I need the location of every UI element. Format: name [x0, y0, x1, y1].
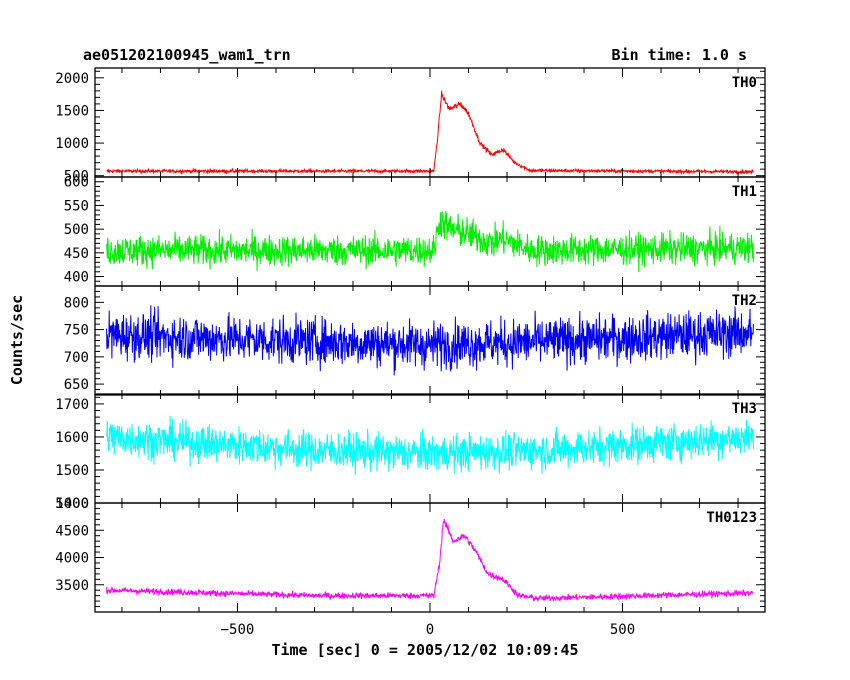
- y-tick-label: 1600: [55, 430, 89, 446]
- series-line-th3: [106, 415, 754, 476]
- y-tick-label: 1500: [55, 103, 89, 119]
- panel-frame: [94, 176, 766, 287]
- y-tick-label: 500: [64, 222, 89, 238]
- panel-label-th0123: TH0123: [706, 510, 757, 526]
- bin-time-label: Bin time: 1.0 s: [612, 46, 747, 64]
- panel-th2: 650 700 750 800 TH2: [64, 285, 766, 396]
- y-tick-label: 1700: [55, 397, 89, 413]
- y-tick-label: 3500: [55, 578, 89, 594]
- x-axis-label: Time [sec] 0 = 2005/12/02 10:09:45: [271, 641, 578, 659]
- panel-th0123: 3500 4000 4500 5000 TH0123: [55, 496, 766, 613]
- y-tick-label: 750: [64, 323, 89, 339]
- x-tick-label: 0: [426, 622, 434, 638]
- x-tick-label: −500: [221, 622, 255, 638]
- y-axis-label: Counts/sec: [8, 295, 26, 385]
- x-tick-labels: −500 0 500: [221, 622, 636, 638]
- panel-label-th0: TH0: [732, 75, 757, 91]
- series-line-th0: [106, 90, 754, 175]
- panel-label-th3: TH3: [732, 401, 757, 417]
- chart-title: ae051202100945_wam1_trn: [83, 46, 291, 64]
- panel-th0: 500 1000 1500 2000 TH0: [55, 67, 766, 185]
- x-tick-label: 500: [610, 622, 635, 638]
- y-tick-label: 600: [64, 175, 89, 191]
- y-tick-label: 2000: [55, 71, 89, 87]
- y-tick-label: 650: [64, 377, 89, 393]
- y-tick-label: 4500: [55, 523, 89, 539]
- series-line-th2: [106, 305, 754, 376]
- panel-label-th1: TH1: [732, 184, 757, 200]
- y-tick-label: 1400: [55, 496, 89, 512]
- panel-frame: [94, 67, 766, 178]
- y-tick-label: 5000: [55, 496, 89, 512]
- series-line-th0123: [106, 518, 754, 603]
- y-tick-label: 550: [64, 198, 89, 214]
- y-tick-label: 800: [64, 295, 89, 311]
- y-tick-label: 1000: [55, 136, 89, 152]
- y-tick-label: 500: [64, 169, 89, 185]
- y-tick-label: 450: [64, 246, 89, 262]
- y-tick-label: 700: [64, 350, 89, 366]
- panels: 500 1000 1500 2000 TH0 400 450 500 550 600 TH1 650 7…: [55, 67, 766, 613]
- panel-th1: 400 450 500 550 600 TH1: [64, 175, 766, 287]
- panel-label-th2: TH2: [732, 293, 757, 309]
- series-line-th1: [106, 210, 754, 273]
- y-tick-label: 4000: [55, 551, 89, 567]
- y-tick-label: 1500: [55, 463, 89, 479]
- y-tick-label: 400: [64, 270, 89, 286]
- panel-th3: 1400 1500 1600 1700 TH3: [55, 393, 766, 512]
